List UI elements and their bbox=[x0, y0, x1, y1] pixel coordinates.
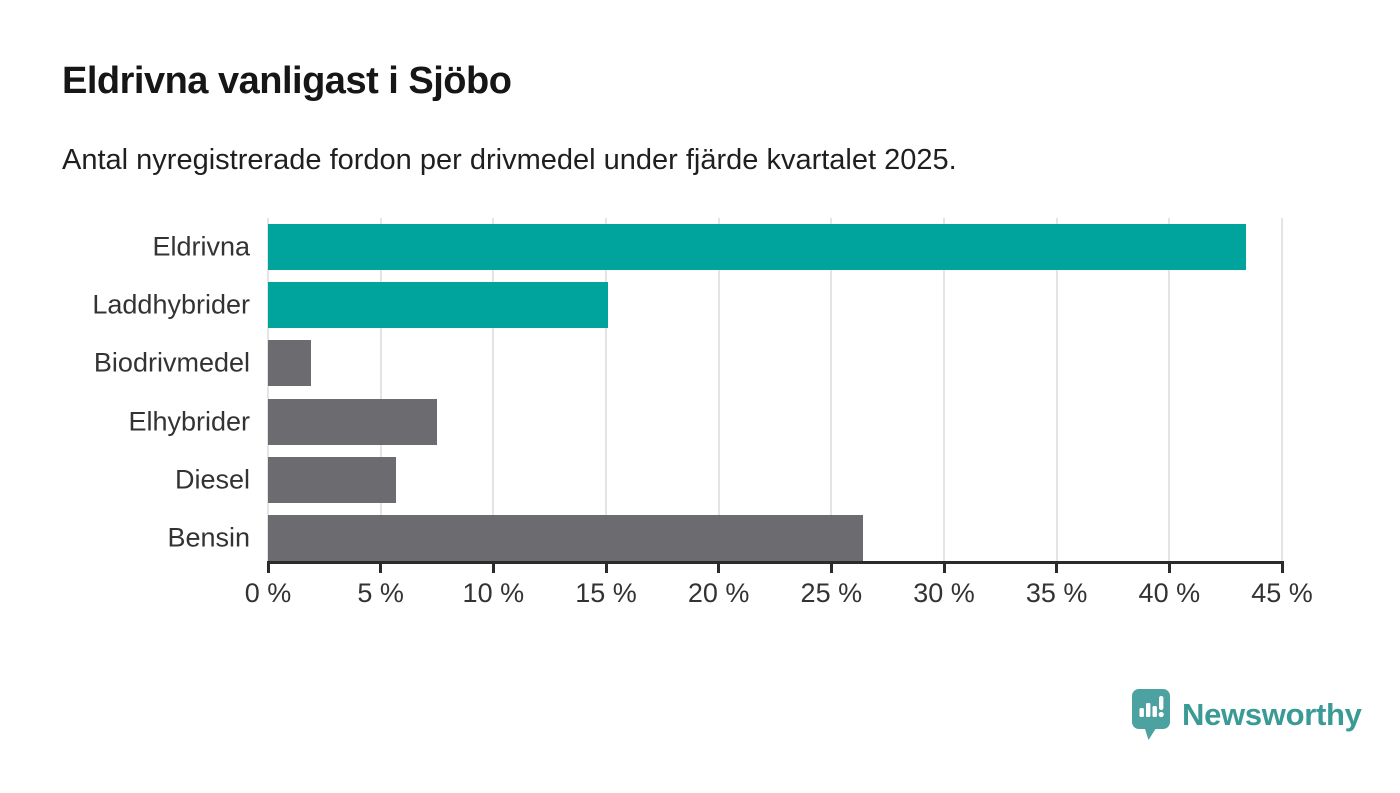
gridline bbox=[830, 218, 833, 562]
x-axis-tick-label: 15 % bbox=[575, 578, 637, 608]
x-axis-tick-label: 30 % bbox=[913, 578, 975, 608]
gridline bbox=[492, 218, 495, 562]
bar-bensin bbox=[268, 515, 863, 561]
chart-title: Eldrivna vanligast i Sjöbo bbox=[62, 60, 512, 102]
x-axis-tick bbox=[1055, 561, 1059, 573]
x-axis-tick bbox=[1167, 561, 1171, 573]
gridline bbox=[943, 218, 945, 562]
chart-subtitle: Antal nyregistrerade fordon per drivmede… bbox=[62, 144, 957, 176]
bar-biodrivmedel bbox=[268, 340, 311, 387]
gridline bbox=[379, 218, 382, 562]
gridline bbox=[267, 218, 269, 562]
gridline bbox=[605, 218, 607, 562]
category-label: Laddhybrider bbox=[92, 289, 250, 320]
x-axis-tick-label: 5 % bbox=[357, 578, 404, 608]
category-label: Eldrivna bbox=[152, 231, 250, 262]
x-axis-tick bbox=[942, 561, 946, 573]
gridline bbox=[1281, 218, 1283, 562]
category-label: Bensin bbox=[167, 522, 250, 553]
bar-laddhybrider bbox=[268, 282, 609, 329]
x-axis-tick-label: 45 % bbox=[1251, 578, 1313, 608]
x-axis-tick bbox=[491, 561, 495, 573]
x-axis-tick bbox=[379, 561, 383, 573]
category-label: Elhybrider bbox=[128, 406, 250, 437]
x-axis-tick bbox=[1280, 561, 1284, 573]
bar-diesel bbox=[268, 456, 397, 503]
newsworthy-logo: Newsworthy bbox=[1131, 688, 1362, 741]
newsworthy-wordmark: Newsworthy bbox=[1182, 696, 1362, 732]
x-axis-tick bbox=[717, 561, 721, 573]
bar-eldrivna bbox=[268, 224, 1246, 270]
x-axis-tick bbox=[829, 561, 833, 573]
x-axis-tick-label: 25 % bbox=[800, 578, 863, 608]
x-axis-tick-label: 35 % bbox=[1025, 578, 1088, 608]
category-label: Diesel bbox=[174, 464, 250, 495]
bar-elhybrider bbox=[268, 398, 437, 445]
newsworthy-badge-icon bbox=[1132, 689, 1170, 740]
x-axis-tick bbox=[266, 561, 270, 573]
x-axis-tick-label: 40 % bbox=[1138, 578, 1201, 608]
category-label: Biodrivmedel bbox=[93, 347, 250, 378]
category-labels: Eldrivna Laddhybrider Biodrivmedel Elhybrid… bbox=[0, 0, 250, 793]
x-axis-tick-label: 10 % bbox=[462, 578, 525, 608]
x-axis-line bbox=[267, 561, 1283, 564]
plot-area bbox=[267, 218, 1283, 562]
x-axis-tick-label: 0 % bbox=[244, 578, 292, 608]
gridline bbox=[1168, 218, 1171, 562]
x-axis-tick bbox=[604, 561, 608, 573]
gridline bbox=[1055, 218, 1058, 562]
gridline bbox=[717, 218, 720, 562]
x-axis-tick-label: 20 % bbox=[687, 578, 750, 608]
